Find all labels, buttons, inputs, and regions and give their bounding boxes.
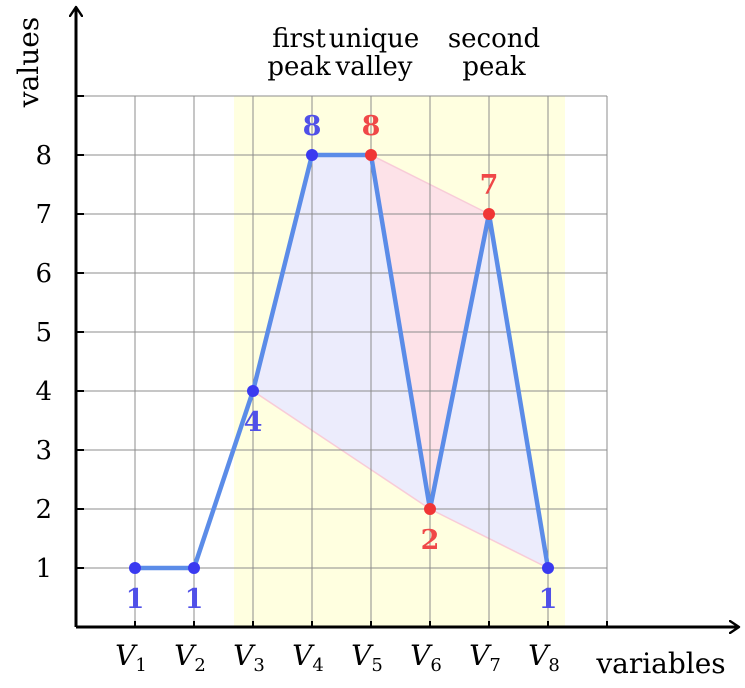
- x-tick-label: V7: [469, 639, 501, 676]
- annotation-line: peak: [267, 52, 331, 82]
- data-point: [542, 562, 554, 574]
- annotation-line: first: [272, 24, 326, 54]
- x-tick-label-subscript: 6: [430, 655, 441, 676]
- annotation-line: peak: [462, 52, 526, 82]
- y-tick-label: 5: [35, 318, 52, 348]
- y-tick-label: 7: [35, 200, 52, 230]
- series-line: [132, 152, 551, 571]
- fill-blue-region: [253, 155, 548, 568]
- annotation-line: unique: [329, 24, 420, 54]
- data-label: 1: [126, 584, 145, 615]
- annotation-label: second peak: [448, 24, 540, 82]
- axes: [76, 8, 738, 627]
- x-tick-label-subscript: 4: [312, 655, 323, 676]
- series-polyline: [132, 152, 551, 571]
- annotation-line: valley: [335, 52, 413, 82]
- data-label: 4: [244, 407, 263, 438]
- y-tick-label: 8: [35, 141, 52, 171]
- x-tick-label: V2: [174, 639, 206, 676]
- x-tick-label-subscript: 1: [135, 655, 146, 676]
- data-label: 1: [539, 584, 558, 615]
- annotation-label: first peak: [267, 24, 331, 82]
- x-tick-label: V3: [233, 639, 265, 676]
- x-axis-title: variables: [595, 647, 725, 680]
- x-tick-label-subscript: 8: [548, 655, 559, 676]
- axis-titles: variables values: [12, 17, 726, 680]
- y-tick-label: 1: [35, 554, 52, 584]
- tick-labels: 1 2 3 4 5 6 7 8 V1 V2 V3 V4 V5 V6 V7 V8: [35, 141, 559, 676]
- x-tick-label: V4: [292, 639, 324, 676]
- y-axis-title: values: [12, 17, 45, 108]
- data-label: 8: [362, 111, 381, 142]
- data-points: [129, 149, 554, 574]
- x-tick-label: V8: [528, 639, 560, 676]
- x-tick-label-subscript: 3: [253, 655, 264, 676]
- x-tick-label: V5: [351, 639, 383, 676]
- annotation-label: unique valley: [329, 24, 420, 82]
- annotation-line: second: [448, 24, 540, 54]
- data-point: [483, 208, 495, 220]
- data-point: [129, 562, 141, 574]
- data-point: [424, 503, 436, 515]
- x-tick-label: V6: [410, 639, 442, 676]
- y-tick-label: 3: [35, 436, 52, 466]
- data-label: 2: [421, 525, 440, 556]
- x-tick-label: V1: [115, 639, 147, 676]
- data-point: [188, 562, 200, 574]
- data-labels: 1 1 4 8 8 2 7 1: [126, 111, 558, 615]
- data-point: [247, 385, 259, 397]
- y-tick-label: 6: [35, 259, 52, 289]
- y-tick-label: 4: [35, 377, 52, 407]
- data-label: 8: [303, 111, 322, 142]
- data-label: 1: [185, 584, 204, 615]
- y-tick-label: 2: [35, 495, 52, 525]
- data-point: [365, 149, 377, 161]
- x-tick-label-subscript: 2: [194, 655, 205, 676]
- grid: [76, 95, 608, 627]
- data-label: 7: [480, 170, 499, 201]
- x-tick-label-subscript: 7: [489, 655, 500, 676]
- x-tick-label-subscript: 5: [371, 655, 382, 676]
- data-point: [306, 149, 318, 161]
